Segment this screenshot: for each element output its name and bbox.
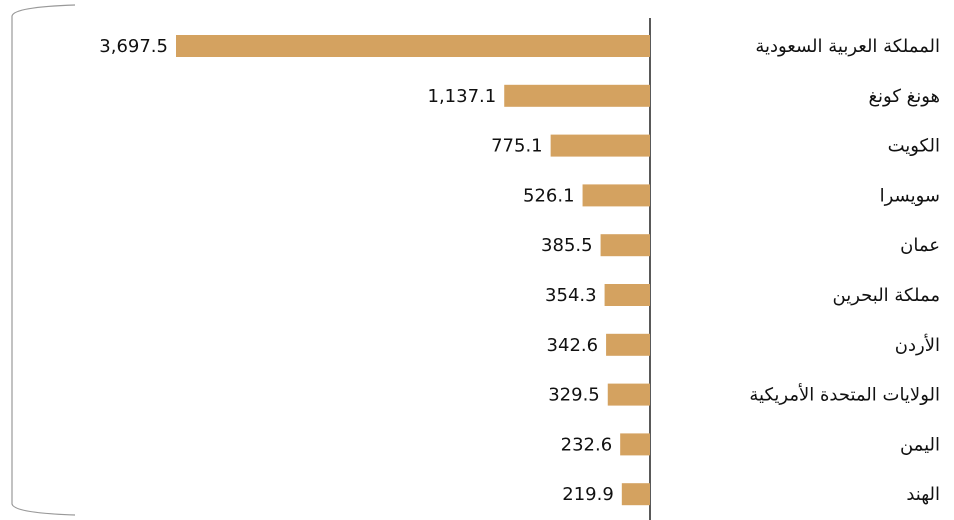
value-label: 775.1 xyxy=(491,136,543,157)
category-label: عمان xyxy=(900,235,940,256)
bar xyxy=(600,234,650,257)
value-label: 342.6 xyxy=(547,335,599,356)
bar xyxy=(176,35,650,57)
bar xyxy=(504,84,650,107)
value-label: 1,137.1 xyxy=(428,86,497,107)
category-label: الكويت xyxy=(888,136,940,157)
bar xyxy=(606,333,650,356)
value-label: 385.5 xyxy=(541,235,593,256)
category-label: سويسرا xyxy=(880,185,940,206)
bar xyxy=(620,433,650,456)
value-label: 219.9 xyxy=(562,484,614,505)
bar xyxy=(550,134,650,157)
bar xyxy=(582,184,650,207)
category-label: الهند xyxy=(906,484,940,505)
value-label: 329.5 xyxy=(548,385,600,406)
category-label: الأردن xyxy=(895,334,940,356)
category-label: مملكة البحرين xyxy=(833,285,941,306)
value-label: 232.6 xyxy=(561,434,613,455)
bar xyxy=(604,284,650,306)
value-label: 354.3 xyxy=(545,285,597,306)
category-label: المملكة العربية السعودية xyxy=(755,36,940,57)
bar xyxy=(621,483,650,506)
bracket xyxy=(11,4,76,516)
value-label: 526.1 xyxy=(523,185,575,206)
value-label: 3,697.5 xyxy=(99,36,168,57)
category-label: اليمن xyxy=(900,434,940,455)
bar xyxy=(607,383,650,406)
category-label: الولايات المتحدة الأمريكية xyxy=(749,384,940,406)
category-label: هونغ كونغ xyxy=(868,86,940,107)
